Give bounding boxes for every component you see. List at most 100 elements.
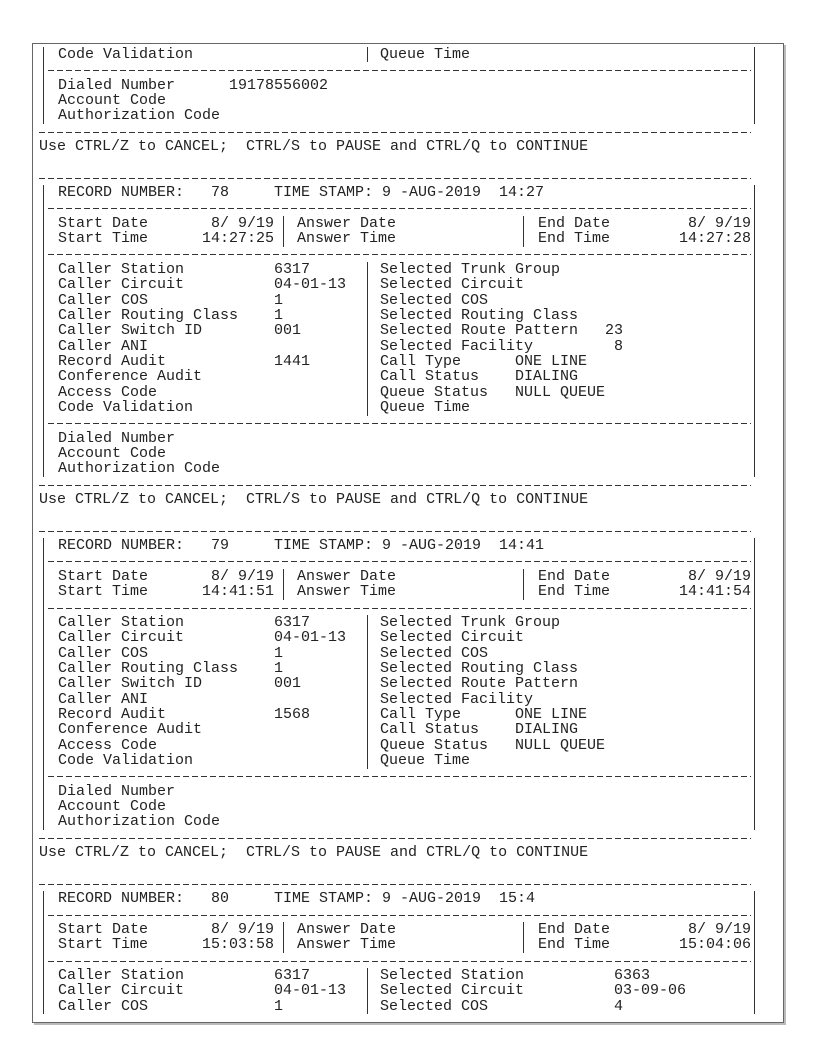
selected-field-value: NULL QUEUE bbox=[515, 736, 606, 754]
selected-field-label: Selected Facility bbox=[380, 337, 534, 355]
selected-field-label: Selected COS bbox=[380, 997, 489, 1015]
vertical-rule bbox=[754, 891, 755, 1014]
caller-field-label: Access Code bbox=[58, 736, 158, 754]
selected-field-label: Selected Trunk Group bbox=[380, 613, 561, 631]
time-stamp: 9 -AUG-2019 15:4 bbox=[382, 890, 536, 908]
selected-field-label: Selected Routing Class bbox=[380, 306, 579, 324]
selected-field-label: Call Type bbox=[380, 352, 462, 370]
caller-field-label: Caller ANI bbox=[58, 337, 149, 355]
dialed-number-value: 19178556002 bbox=[229, 76, 329, 94]
end-time: 14:27:28 bbox=[678, 230, 751, 248]
caller-field-value: 1 bbox=[274, 306, 284, 324]
caller-field-label: Conference Audit bbox=[58, 368, 203, 386]
vertical-rule bbox=[754, 185, 755, 477]
vertical-rule bbox=[523, 922, 524, 953]
vertical-rule bbox=[43, 185, 44, 477]
end-date: 8/ 9/19 bbox=[687, 920, 751, 938]
end-time-label: End Time bbox=[538, 583, 611, 601]
caller-field-label: Caller Switch ID bbox=[58, 675, 203, 693]
caller-field-value: 04-01-13 bbox=[274, 276, 347, 294]
answer-time-label: Answer Time bbox=[297, 583, 397, 601]
time-stamp-label: TIME STAMP: bbox=[274, 537, 374, 555]
dashed-divider bbox=[39, 485, 751, 486]
end-time: 14:41:54 bbox=[678, 583, 751, 601]
time-stamp-label: TIME STAMP: bbox=[274, 890, 374, 908]
end-date: 8/ 9/19 bbox=[687, 567, 751, 585]
caller-field-value: 6317 bbox=[274, 260, 311, 278]
caller-field-value: 04-01-13 bbox=[274, 982, 347, 1000]
record-number-label: RECORD NUMBER: bbox=[58, 184, 185, 202]
vertical-rule bbox=[754, 47, 755, 124]
selected-field-label: Selected Circuit bbox=[380, 276, 525, 294]
selected-field-value bbox=[423, 630, 623, 646]
queue-time-label: Queue Time bbox=[380, 45, 471, 63]
dialing-field-label: Dialed Number bbox=[58, 429, 176, 447]
caller-field-value: 001 bbox=[274, 322, 302, 340]
selected-field-label: Queue Time bbox=[380, 398, 471, 416]
answer-time-label: Answer Time bbox=[297, 230, 397, 248]
caller-field-value: 001 bbox=[274, 675, 302, 693]
selected-field-value: DIALING bbox=[515, 721, 579, 739]
selected-field-value: 6363 bbox=[614, 966, 651, 984]
page-frame bbox=[32, 43, 784, 1023]
start-time: 15:03:58 bbox=[201, 936, 274, 954]
selected-field-label: Selected Routing Class bbox=[380, 659, 579, 677]
end-time-label: End Time bbox=[538, 230, 611, 248]
caller-field-label: Caller Station bbox=[58, 260, 185, 278]
caller-field-label: Caller Switch ID bbox=[58, 322, 203, 340]
caller-field-label: Caller COS bbox=[58, 291, 149, 309]
caller-field-value: 1568 bbox=[274, 705, 311, 723]
vertical-rule bbox=[283, 216, 284, 247]
dialing-field-label: Dialed Number bbox=[58, 782, 176, 800]
dialing-field-label: Account Code bbox=[58, 798, 167, 816]
dashed-divider bbox=[48, 561, 751, 562]
selected-field-value: 03-09-06 bbox=[614, 982, 687, 1000]
selected-field-value: 23 bbox=[604, 322, 623, 340]
caller-field-value: 1441 bbox=[274, 352, 311, 370]
dashed-divider bbox=[48, 70, 751, 71]
caller-field-label: Caller ANI bbox=[58, 690, 149, 708]
start-time: 14:27:25 bbox=[201, 230, 274, 248]
selected-field-label: Selected Station bbox=[380, 966, 525, 984]
dashed-divider bbox=[48, 608, 751, 609]
record-number: 79 bbox=[211, 537, 230, 555]
code-validation-label: Code Validation bbox=[58, 45, 194, 63]
caller-field-value: 1 bbox=[274, 659, 284, 677]
vertical-rule bbox=[367, 47, 368, 62]
record-number-label: RECORD NUMBER: bbox=[58, 537, 185, 555]
selected-field-value bbox=[423, 676, 623, 692]
start-date: 8/ 9/19 bbox=[210, 214, 274, 232]
start-date-label: Start Date bbox=[58, 567, 149, 585]
selected-field-value: ONE LINE bbox=[515, 705, 588, 723]
caller-field-label: Caller COS bbox=[58, 644, 149, 662]
caller-field-label: Caller COS bbox=[58, 997, 149, 1015]
record-number: 78 bbox=[211, 184, 230, 202]
selected-field-label: Selected COS bbox=[380, 644, 489, 662]
start-time: 14:41:51 bbox=[201, 583, 274, 601]
selected-field-label: Selected Trunk Group bbox=[380, 260, 561, 278]
caller-field-label: Caller Routing Class bbox=[58, 659, 239, 677]
continue-prompt: Use CTRL/Z to CANCEL; CTRL/S to PAUSE an… bbox=[39, 844, 589, 862]
end-date-label: End Date bbox=[538, 567, 611, 585]
dashed-divider bbox=[48, 208, 751, 209]
dashed-divider bbox=[48, 915, 751, 916]
selected-field-label: Selected COS bbox=[380, 291, 489, 309]
dashed-divider bbox=[39, 178, 751, 179]
time-stamp: 9 -AUG-2019 14:41 bbox=[382, 537, 545, 555]
caller-field-label: Code Validation bbox=[58, 398, 194, 416]
vertical-rule bbox=[43, 538, 44, 830]
vertical-rule bbox=[367, 262, 368, 416]
start-date: 8/ 9/19 bbox=[210, 920, 274, 938]
vertical-rule bbox=[367, 615, 368, 769]
caller-field-value: 6317 bbox=[274, 966, 311, 984]
end-date: 8/ 9/19 bbox=[687, 214, 751, 232]
start-time-label: Start Time bbox=[58, 936, 149, 954]
caller-field-label: Record Audit bbox=[58, 705, 167, 723]
selected-field-label: Selected Circuit bbox=[380, 982, 525, 1000]
selected-field-label: Call Type bbox=[380, 705, 462, 723]
caller-field-label: Access Code bbox=[58, 383, 158, 401]
selected-field-value: NULL QUEUE bbox=[515, 383, 606, 401]
caller-field-label: Caller Circuit bbox=[58, 276, 185, 294]
end-time: 15:04:06 bbox=[678, 936, 751, 954]
end-date-label: End Date bbox=[538, 920, 611, 938]
